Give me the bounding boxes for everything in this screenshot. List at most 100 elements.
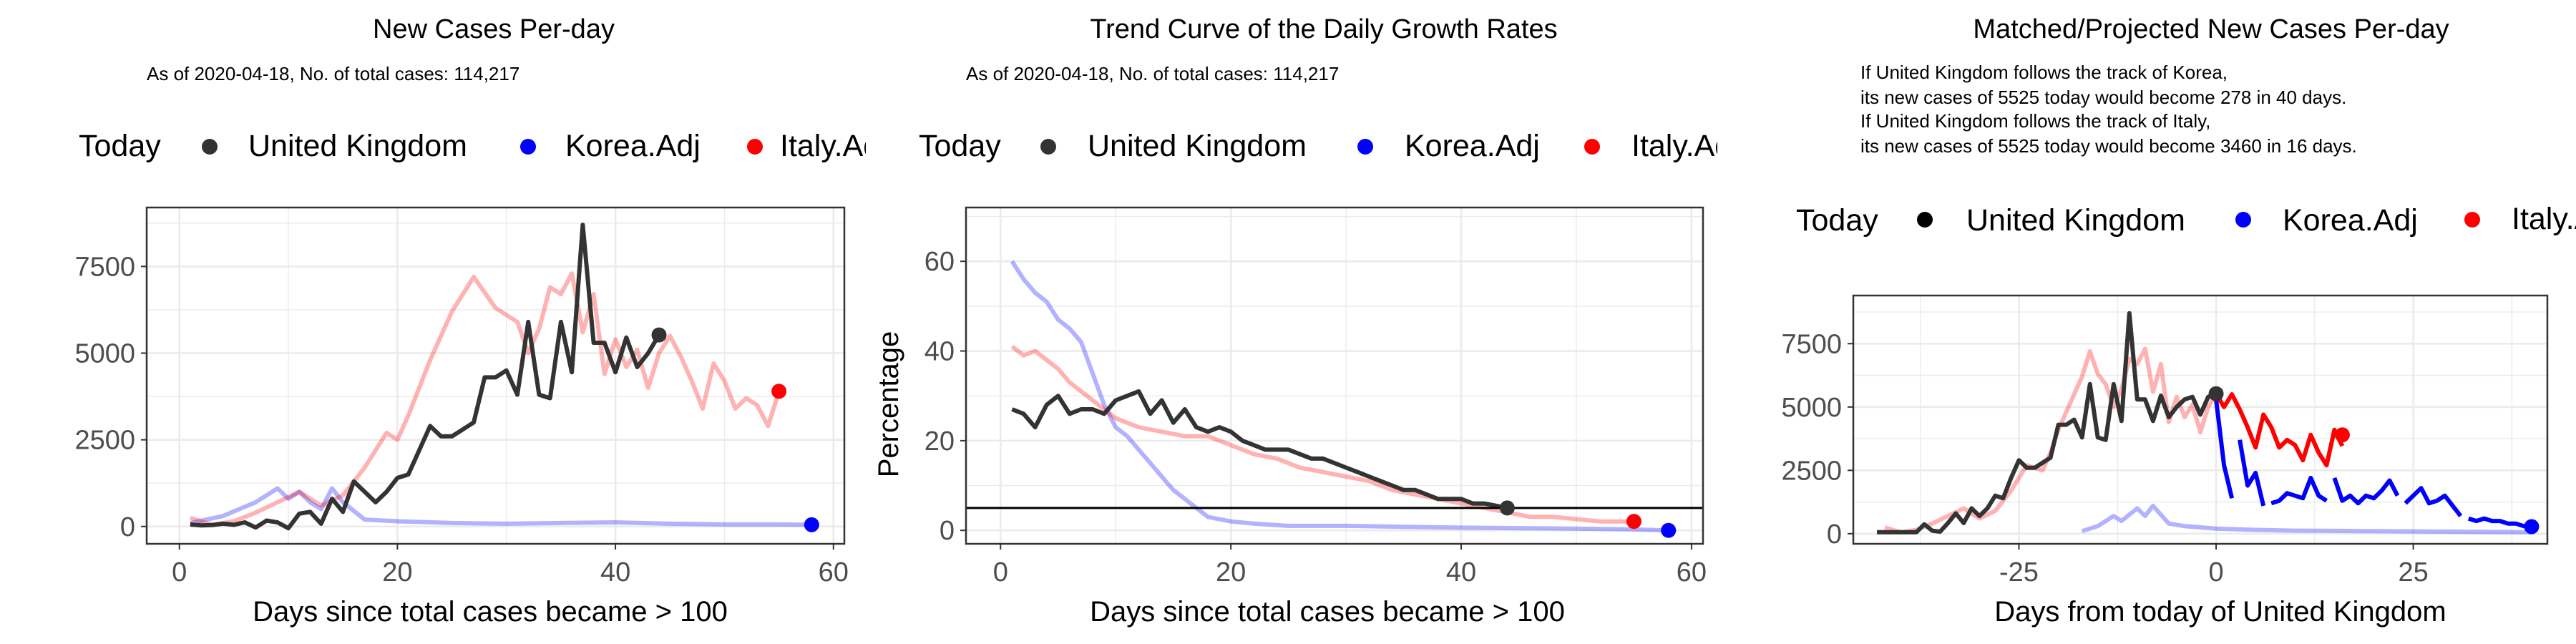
italy-adj-line <box>189 271 781 527</box>
legend-label-united-kingdom: United Kingdom <box>248 129 467 163</box>
series-layer <box>1877 311 2532 535</box>
legend-title: Today <box>919 129 1001 163</box>
y-tick-label: 2500 <box>1781 456 1842 486</box>
united-kingdom-today-point <box>2208 386 2224 401</box>
panel-1-legend: Today United Kingdom Korea.Adj Italy.Adj <box>79 129 887 163</box>
united-kingdom-today-point <box>1499 500 1515 516</box>
x-tick-label: 0 <box>993 557 1008 587</box>
korea-adj-projection-line <box>2238 439 2266 507</box>
y-tick-label: 0 <box>940 516 955 546</box>
x-tick-label: 60 <box>819 557 849 587</box>
korea-adj-line <box>190 486 812 527</box>
panel-3-x-axis-label: Days from today of United Kingdom <box>1994 596 2446 628</box>
panel-3-annotation-line-2: its new cases of 5525 today would become… <box>1860 87 2346 108</box>
legend-key-korea-adj <box>520 139 536 155</box>
italy-adj-today-point <box>1626 514 1641 530</box>
x-tick-label: 60 <box>1677 557 1707 587</box>
panel-2-legend: Today United Kingdom Korea.Adj Italy.Adj <box>919 129 1739 163</box>
panel-3-annotation-line-1: If United Kingdom follows the track of K… <box>1860 62 2228 83</box>
y-tick-label: 2500 <box>74 426 135 456</box>
legend-key-korea-adj <box>2235 212 2251 228</box>
plot-border <box>145 206 846 545</box>
legend-label-korea-adj: Korea.Adj <box>2283 203 2418 238</box>
italy-adj-today-point <box>2334 427 2350 443</box>
y-tick-label: 0 <box>1827 519 1842 550</box>
panel-1-x-axis-label: Days since total cases became > 100 <box>253 596 728 628</box>
plot-border <box>1852 294 2549 545</box>
y-tick-label: 0 <box>120 512 135 542</box>
legend-title: Today <box>1796 203 1878 238</box>
united-kingdom-line <box>1011 389 1508 510</box>
panel-3-title: Matched/Projected New Cases Per-day <box>1973 14 2449 44</box>
y-tick-label: 5000 <box>1781 393 1842 423</box>
legend-key-united-kingdom <box>202 139 218 155</box>
korea-adj-projection-line <box>2270 475 2328 506</box>
panel-3-legend: Today United Kingdom Korea.Adj Italy.Adj <box>1796 202 2576 238</box>
panel-1-title: New Cases Per-day <box>373 14 615 44</box>
panel-3: Matched/Projected New Cases Per-day If U… <box>1781 14 2576 628</box>
x-tick-label: 40 <box>600 557 630 587</box>
panel-1-plot: 0 20 40 60 0 2500 5000 7500 <box>74 206 849 587</box>
y-tick-label: 20 <box>924 426 955 457</box>
legend-label-united-kingdom: United Kingdom <box>1966 203 2185 238</box>
y-tick-label: 40 <box>924 337 955 367</box>
panel-3-annotation-line-3: If United Kingdom follows the track of I… <box>1860 110 2210 132</box>
legend-italy-clip: Italy.Adj <box>1631 129 1739 163</box>
y-tick-label: 60 <box>924 247 955 277</box>
panel-2: Trend Curve of the Daily Growth Rates As… <box>873 14 1739 628</box>
x-tick-label: 0 <box>2208 557 2223 587</box>
legend-key-italy-adj <box>2464 212 2480 228</box>
legend-label-korea-adj: Korea.Adj <box>565 129 701 163</box>
x-tick-label: 40 <box>1446 557 1476 587</box>
x-tick-label: -25 <box>1999 557 2039 587</box>
legend-key-italy-adj <box>747 139 763 155</box>
united-kingdom-line <box>1877 311 2218 535</box>
italy-adj-line <box>1884 346 2218 535</box>
y-tick-label: 5000 <box>74 339 135 369</box>
united-kingdom-today-point <box>651 327 667 343</box>
italy-adj-projection-line <box>2214 392 2345 468</box>
legend-title: Today <box>79 129 161 163</box>
panel-2-subtitle: As of 2020-04-18, No. of total cases: 11… <box>966 63 1339 84</box>
korea-adj-today-point <box>1661 522 1677 538</box>
legend-label-united-kingdom: United Kingdom <box>1088 129 1307 163</box>
series-layer <box>189 223 812 531</box>
legend-key-united-kingdom <box>1040 139 1056 155</box>
panel-2-plot: 0 20 40 60 0 20 40 60 <box>924 206 1707 587</box>
panel-1: New Cases Per-day As of 2020-04-18, No. … <box>74 14 887 628</box>
legend-italy-clip: Italy.Adj <box>780 129 887 163</box>
x-tick-label: 0 <box>172 557 187 587</box>
panel-2-y-axis-label: Percentage <box>873 331 904 478</box>
x-tick-label: 20 <box>1216 557 1246 587</box>
x-tick-label: 20 <box>382 557 412 587</box>
legend-label-italy-adj: Italy.Adj <box>780 129 887 163</box>
y-tick-label: 7500 <box>74 252 135 282</box>
italy-adj-line <box>1010 344 1634 524</box>
legend-label-korea-adj: Korea.Adj <box>1405 129 1540 163</box>
x-tick-label: 25 <box>2398 557 2428 587</box>
united-kingdom-line <box>190 223 661 531</box>
y-tick-label: 7500 <box>1781 329 1842 359</box>
panel-2-title: Trend Curve of the Daily Growth Rates <box>1090 14 1557 44</box>
korea-adj-projection-line <box>2404 486 2463 517</box>
korea-adj-line <box>1010 260 1669 533</box>
legend-key-italy-adj <box>1584 139 1600 155</box>
legend-key-korea-adj <box>1357 139 1373 155</box>
panel-3-annotation-line-4: its new cases of 5525 today would become… <box>1860 135 2357 157</box>
korea-adj-projection-line <box>2214 399 2235 499</box>
panel-3-plot: -25 0 25 0 2500 5000 7500 <box>1781 294 2549 587</box>
panel-1-subtitle: As of 2020-04-18, No. of total cases: 11… <box>147 63 519 84</box>
legend-key-united-kingdom <box>1917 212 1933 228</box>
korea-adj-line <box>2081 503 2532 535</box>
legend-italy-clip: Italy.Adj <box>2512 202 2576 236</box>
korea-adj-today-point <box>2524 519 2540 535</box>
korea-adj-today-point <box>804 517 819 532</box>
legend-label-italy-adj: Italy.Adj <box>1631 129 1739 163</box>
plot-border <box>965 206 1704 545</box>
italy-adj-today-point <box>771 384 787 399</box>
korea-adj-projection-line <box>2332 477 2400 506</box>
korea-adj-projection-line <box>2467 516 2532 529</box>
legend-label-italy-adj: Italy.Adj <box>2512 202 2576 236</box>
panel-2-x-axis-label: Days since total cases became > 100 <box>1090 596 1565 628</box>
